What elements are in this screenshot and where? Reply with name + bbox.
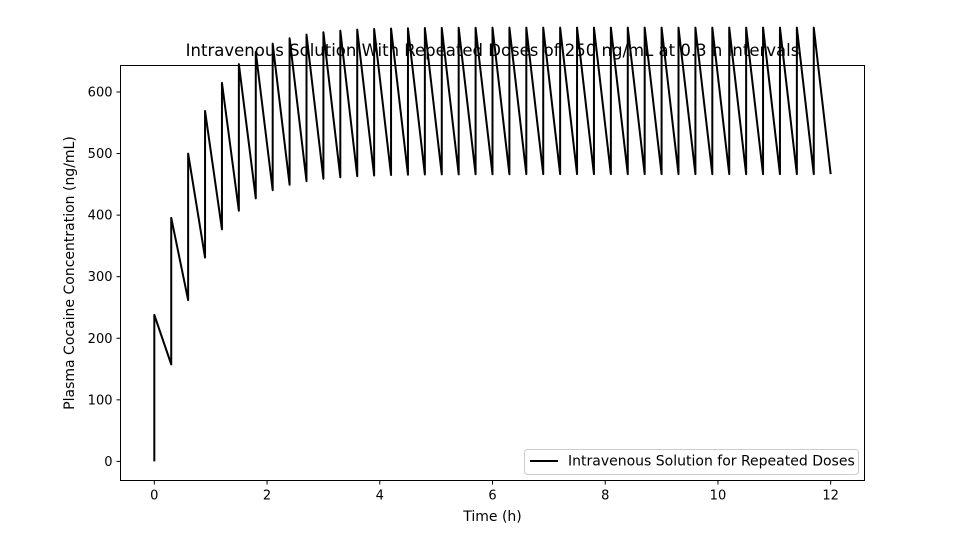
x-tick-label: 6	[488, 489, 496, 504]
y-tick-label: 500	[88, 147, 113, 162]
y-axis-ticks: 0 100 200 300 400 500 600	[88, 85, 121, 470]
x-tick-label: 12	[822, 489, 839, 504]
x-tick-label: 0	[150, 489, 158, 504]
legend-box	[524, 449, 859, 475]
y-tick-label: 300	[88, 270, 113, 285]
x-tick-label: 10	[710, 489, 727, 504]
x-tick-label: 4	[376, 489, 384, 504]
legend: Intravenous Solution for Repeated Doses	[524, 449, 859, 475]
x-tick-label: 8	[601, 489, 609, 504]
x-tick-label: 2	[263, 489, 271, 504]
y-axis-label: Plasma Cocaine Concentration (ng/mL)	[62, 136, 78, 410]
y-tick-label: 400	[88, 209, 113, 224]
y-tick-label: 600	[88, 85, 113, 100]
x-axis-ticks: 0 2 4 6 8 10 12	[150, 480, 839, 504]
series-layer	[153, 26, 832, 462]
y-tick-label: 200	[88, 332, 113, 347]
y-tick-label: 100	[88, 393, 113, 408]
y-tick-label: 0	[104, 455, 112, 470]
series-line-intravenous-repeated-doses	[153, 26, 832, 462]
legend-label: Intravenous Solution for Repeated Doses	[568, 454, 855, 470]
x-axis-label: Time (h)	[462, 509, 522, 525]
